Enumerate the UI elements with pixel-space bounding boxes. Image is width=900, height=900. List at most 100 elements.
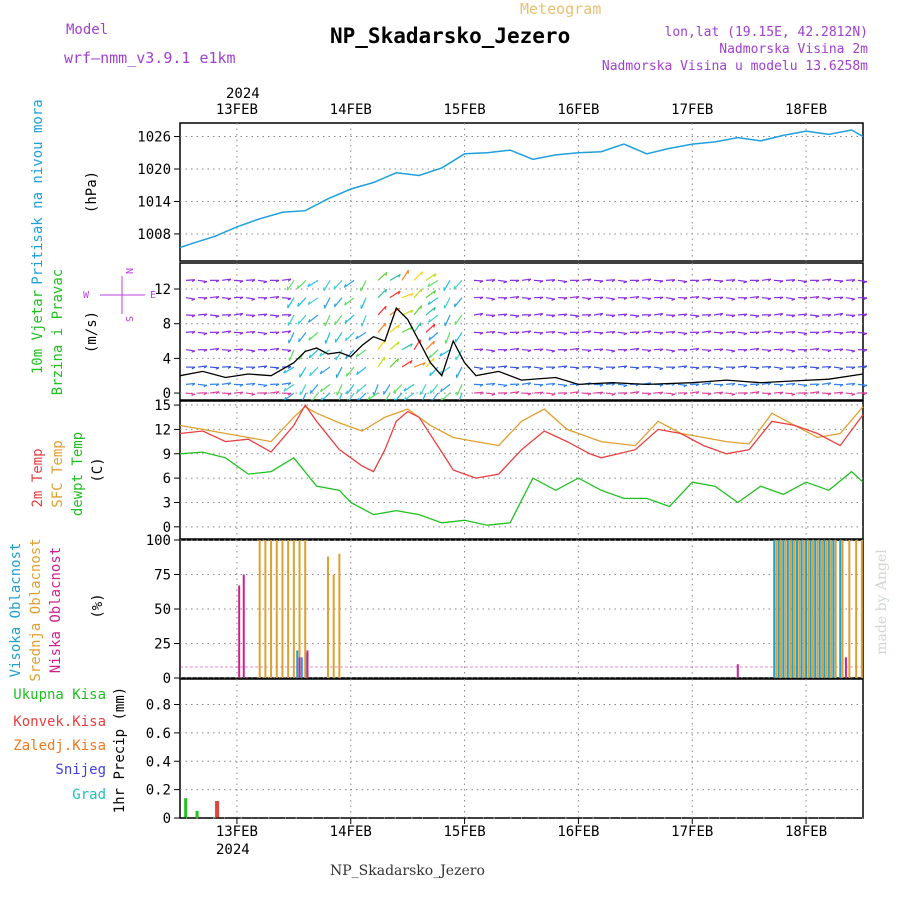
wind-arrow-head <box>287 382 292 386</box>
wind-arrow-head <box>719 367 724 371</box>
wind-arrow-head <box>623 392 628 396</box>
wind-arrow-head <box>599 280 604 283</box>
wind-arrow-head <box>515 367 520 370</box>
meteogram-label: Meteogram <box>520 0 601 18</box>
wind-arrow-head <box>803 349 808 352</box>
wind-arrow-head <box>527 349 532 353</box>
y-tick-label: 0 <box>163 671 171 687</box>
wind-arrow-head <box>827 392 832 396</box>
wind-arrow <box>377 271 388 281</box>
wind-arrow-head <box>263 332 268 336</box>
wind-arrow <box>773 391 784 394</box>
wind-arrow-head <box>623 384 628 388</box>
wind-arrow <box>677 331 688 335</box>
wind-arrow <box>334 314 343 326</box>
wind-arrow <box>233 312 243 316</box>
cloud-panel: 0 25 50 75 100 Visoka Oblacnost Srednja Obla… <box>8 533 864 687</box>
wind-arrow-head <box>815 331 820 335</box>
wind-arrow-head <box>563 365 568 369</box>
wind-arrow <box>545 349 555 352</box>
wind-arrow-head <box>743 281 748 284</box>
wind-arrow-head <box>539 296 544 300</box>
wind-arrow-head <box>422 362 426 366</box>
wind-arrow <box>453 279 463 290</box>
wind-arrow <box>785 349 795 352</box>
wind-arrow-head <box>263 365 268 369</box>
wind-arrow <box>497 313 508 316</box>
wind-arrow <box>428 331 439 341</box>
wind-arrow <box>361 314 367 327</box>
wind-arrow <box>360 280 367 292</box>
t2m-label: 2m Temp <box>30 448 46 507</box>
wind-arrow <box>413 305 422 316</box>
wind-arrow <box>833 391 844 394</box>
wind-arrow-head <box>360 322 363 327</box>
wind-arrow-head <box>410 309 414 314</box>
wind-arrow-head <box>623 297 628 300</box>
wind-arrow-head <box>239 332 244 335</box>
wind-arrow-head <box>671 298 676 301</box>
wind-arrow <box>221 330 231 333</box>
wind-arrow <box>665 349 675 352</box>
y-tick-label: 12 <box>154 282 171 298</box>
wind-arrow-head <box>251 314 256 318</box>
wind-arrow <box>773 366 783 370</box>
wind-arrow-head <box>647 297 652 301</box>
wind-arrow-head <box>397 341 400 346</box>
wind-arrow-head <box>743 313 748 317</box>
wind-arrow-head <box>287 278 292 282</box>
wind-arrow <box>785 279 796 281</box>
wind-arrow <box>425 306 436 316</box>
wind-arrow <box>404 392 415 401</box>
wind-arrow <box>617 331 628 335</box>
wind-arrow <box>749 347 759 351</box>
wind-arrow-head <box>215 279 220 283</box>
wind-arrow <box>269 366 280 369</box>
wind-arrow <box>439 366 451 375</box>
wind-arrow-head <box>433 323 436 328</box>
wind-arrow-head <box>695 367 700 370</box>
wind-arrow-head <box>307 318 311 323</box>
wind-arrow-head <box>827 382 832 386</box>
wind-arrow <box>345 349 355 360</box>
wind-arrow <box>569 347 579 351</box>
top-tick-label: 15FEB <box>444 102 486 118</box>
wind-arrow-head <box>263 297 268 300</box>
wind-arrow-head <box>239 391 244 395</box>
wind-arrow <box>641 297 652 300</box>
wind-arrow <box>308 331 319 341</box>
wind-arrow-head <box>719 384 724 387</box>
wind-arrow <box>287 314 295 326</box>
wind-arrow-head <box>239 367 244 371</box>
bottom-year-label: 2024 <box>216 842 250 858</box>
t2m-line <box>179 403 864 479</box>
wind-arrow-head <box>251 393 256 397</box>
wind-arrow-head <box>707 392 712 396</box>
wind-arrow-head <box>433 307 436 311</box>
wind-arrow-head <box>839 312 844 317</box>
wind-arrow <box>653 279 664 282</box>
wind-arrow <box>393 383 403 394</box>
wind-arrow-head <box>815 347 820 352</box>
wind-arrow-head <box>791 331 796 335</box>
wind-arrow-head <box>203 313 208 317</box>
wind-arrow-head <box>755 391 760 395</box>
wind-arrow-head <box>623 281 628 284</box>
bottom-tick-label: 13FEB <box>216 824 258 840</box>
wind-arrow-head <box>683 332 688 336</box>
wind-arrow <box>701 330 711 333</box>
wind-arrow <box>665 392 676 395</box>
wind-arrow <box>185 392 196 395</box>
wind-arrow-head <box>707 330 712 334</box>
wind-arrow <box>857 383 868 386</box>
wind-arrow-head <box>355 353 359 358</box>
wind-arrow <box>281 297 292 300</box>
y-tick-label: 8 <box>163 317 171 333</box>
wind-arrow-head <box>420 271 423 276</box>
wind-arrow-head <box>815 315 820 318</box>
wind-arrow-head <box>683 365 688 369</box>
wind-arrow <box>319 366 331 375</box>
wind-arrow-head <box>587 392 592 396</box>
wind-arrow-head <box>695 331 700 335</box>
wind-arrow <box>857 331 868 335</box>
